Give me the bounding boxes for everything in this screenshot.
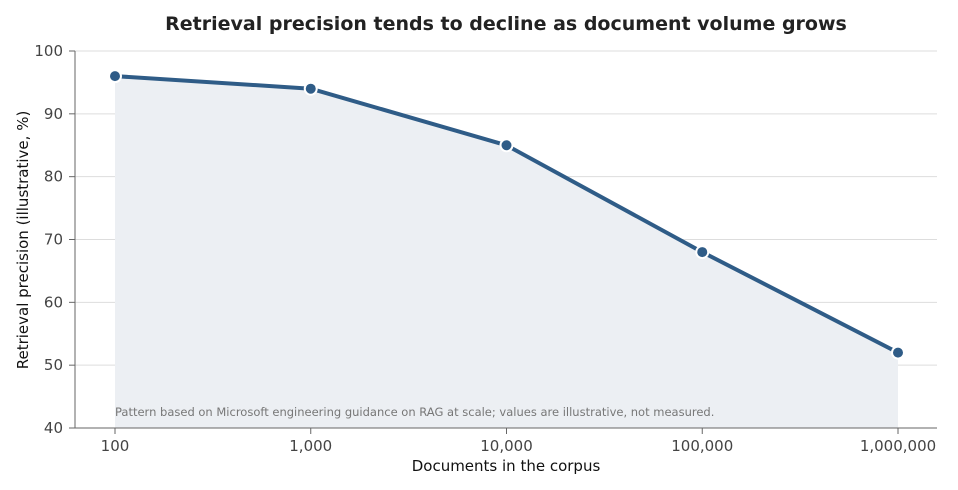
x-tick-label: 10,000: [480, 437, 533, 455]
x-tick-label: 100,000: [671, 437, 733, 455]
x-axis-label: Documents in the corpus: [412, 457, 601, 475]
x-tick-label: 1,000,000: [860, 437, 936, 455]
data-points: [108, 69, 905, 360]
y-tick-label: 80: [44, 168, 63, 186]
data-point: [303, 81, 318, 96]
x-axis-ticks: 100 1,000 10,000 100,000 1,000,000: [101, 428, 936, 455]
y-tick-label: 90: [44, 105, 63, 123]
y-axis-label: Retrieval precision (illustrative, %): [14, 111, 32, 370]
x-tick-label: 1,000: [289, 437, 332, 455]
data-point: [891, 345, 905, 360]
chart-annotation: Pattern based on Microsoft engineering g…: [115, 405, 714, 419]
y-tick-label: 50: [44, 356, 63, 374]
y-tick-label: 60: [44, 293, 63, 311]
y-tick-label: 40: [44, 419, 63, 437]
y-axis-ticks: 40 50 60 70 80 90 100: [34, 42, 75, 437]
data-point: [499, 138, 514, 153]
data-point: [695, 245, 710, 260]
y-tick-label: 70: [44, 231, 63, 249]
y-tick-label: 100: [34, 42, 63, 60]
data-point: [108, 69, 122, 84]
chart-title: Retrieval precision tends to decline as …: [165, 13, 847, 35]
x-tick-label: 100: [101, 437, 130, 455]
area-fill: [115, 76, 898, 428]
